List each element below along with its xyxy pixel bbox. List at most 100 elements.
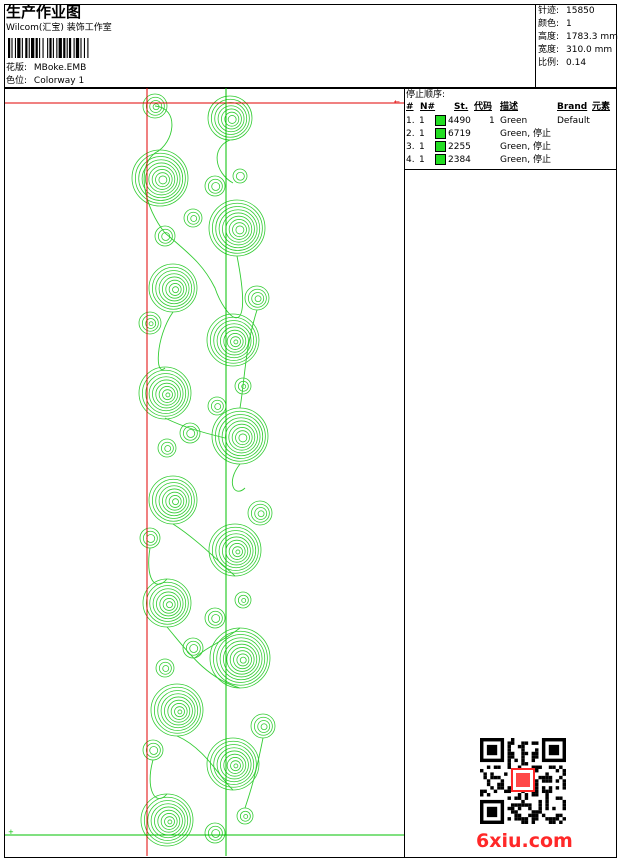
color-swatch (435, 141, 446, 152)
spiral-motif (250, 713, 276, 739)
spiral-motif (179, 422, 201, 444)
header-index: # (406, 102, 414, 112)
vine-curves (143, 105, 264, 809)
vine-curve (216, 139, 234, 184)
row-stitches: 4490 (448, 116, 471, 126)
stat-scale-value: 0.14 (566, 58, 587, 68)
vine-curve (164, 417, 226, 439)
row-needle: 1 (419, 116, 425, 126)
row-description: Green, 停止 (500, 129, 551, 139)
row-index: 4. (406, 155, 415, 165)
spiral-motif (150, 683, 204, 737)
header-code: 代码 (474, 102, 493, 112)
row-index: 3. (406, 142, 415, 152)
spiral-motif (138, 311, 162, 335)
watermark-logo: 6xiu.com (476, 830, 573, 852)
row-needle: 1 (419, 155, 425, 165)
spiral-motif (155, 658, 175, 678)
design-name: 花版: MBoke.EMB (6, 62, 86, 74)
vine-curve (149, 759, 168, 800)
corner-mark-start: ← (394, 98, 400, 106)
spiral-pattern (131, 93, 276, 847)
spiral-motif (131, 149, 189, 207)
vine-curve (143, 105, 173, 234)
spiral-motif (157, 438, 177, 458)
row-stitches: 2255 (448, 142, 471, 152)
table-row: 2. 1 6719 Green, 停止 (406, 128, 606, 141)
row-description: Green, 停止 (500, 142, 551, 152)
spiral-motif (207, 396, 227, 416)
notes-frame (404, 169, 617, 858)
colorway: 色位: Colorway 1 (6, 75, 84, 87)
page-subtitle: Wilcom(汇宝) 装饰工作室 (6, 23, 112, 33)
header-stitches: St. (454, 102, 469, 112)
spiral-motif (204, 607, 226, 629)
spiral-motif (148, 475, 198, 525)
stat-width-value: 310.0 mm (566, 45, 613, 55)
stat-height-value: 1783.3 mm (566, 32, 618, 42)
stats-frame (535, 4, 617, 88)
barcode (8, 38, 89, 58)
table-row: 3. 1 2255 Green, 停止 (406, 141, 606, 154)
spiral-motif (154, 225, 176, 247)
spiral-motif (208, 199, 266, 257)
table-row: 1. 1 4490 1 Green Default (406, 115, 606, 128)
table-row: 4. 1 2384 Green, 停止 (406, 154, 606, 167)
embroidery-preview: ← + (5, 88, 404, 856)
stat-colors-value: 1 (566, 19, 572, 29)
spiral-motif (236, 807, 254, 825)
header-element: 元素 (592, 102, 611, 112)
color-swatch (435, 154, 446, 165)
spiral-motif (234, 591, 252, 609)
page-title: 生产作业图 (6, 3, 82, 21)
spiral-motif (232, 168, 248, 184)
header-needle: N# (420, 102, 436, 112)
vine-curve (176, 735, 234, 791)
vine-curve (231, 463, 246, 492)
design-value: MBoke.EMB (33, 63, 87, 73)
stat-width-label: 宽度: (538, 45, 560, 55)
row-code: 1 (489, 116, 495, 126)
stat-height-label: 高度: (538, 32, 560, 42)
spiral-motif (140, 793, 194, 847)
spiral-motif (244, 285, 270, 311)
stat-stitches-value: 15850 (566, 6, 595, 16)
row-stitches: 6719 (448, 129, 471, 139)
vine-curve (172, 523, 236, 577)
stops-title: 停止顺序: (406, 90, 446, 100)
vine-curve (166, 626, 241, 689)
spiral-motif (138, 366, 192, 420)
spiral-motif (204, 175, 226, 197)
stat-colors-label: 颜色: (538, 19, 560, 29)
row-index: 1. (406, 116, 415, 126)
spiral-motif (208, 523, 262, 577)
colorway-label: 色位: (6, 76, 28, 86)
vine-curve (244, 737, 264, 809)
stat-scale-label: 比例: (538, 58, 560, 68)
vine-curve (164, 232, 244, 318)
design-label: 花版: (6, 63, 28, 73)
spiral-motif (247, 500, 273, 526)
colorway-value: Colorway 1 (33, 76, 85, 86)
spiral-motif (206, 313, 260, 367)
row-description: Green, 停止 (500, 155, 551, 165)
corner-mark-end: + (8, 828, 14, 836)
spiral-motif (206, 737, 260, 791)
row-needle: 1 (419, 142, 425, 152)
vine-curve (148, 547, 168, 585)
row-stitches: 2384 (448, 155, 471, 165)
spiral-motif (211, 407, 269, 465)
row-needle: 1 (419, 129, 425, 139)
row-index: 2. (406, 129, 415, 139)
row-brand: Default (557, 116, 590, 126)
spiral-motif (183, 208, 203, 228)
vine-curve (194, 627, 241, 659)
stat-stitches-label: 针迹: (538, 6, 560, 16)
vine-curve (157, 311, 174, 371)
qr-code (480, 738, 566, 824)
vine-curve (239, 309, 258, 409)
color-swatch (435, 115, 446, 126)
header-brand: Brand (557, 102, 588, 112)
spiral-motif (204, 822, 226, 844)
header-description: 描述 (500, 102, 519, 112)
